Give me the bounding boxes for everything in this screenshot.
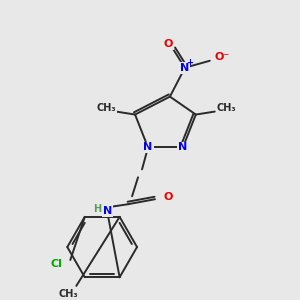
Text: N: N	[180, 63, 190, 73]
Text: N: N	[178, 142, 188, 152]
Text: O: O	[163, 192, 172, 202]
Text: Cl: Cl	[50, 259, 62, 269]
Text: CH₃: CH₃	[217, 103, 236, 112]
Text: N: N	[103, 206, 112, 216]
Text: H: H	[93, 204, 101, 214]
Text: CH₃: CH₃	[96, 103, 116, 112]
Text: CH₃: CH₃	[58, 289, 78, 299]
Text: O: O	[163, 39, 172, 49]
Text: N: N	[143, 142, 153, 152]
Text: O⁻: O⁻	[214, 52, 229, 62]
Text: +: +	[186, 58, 193, 67]
